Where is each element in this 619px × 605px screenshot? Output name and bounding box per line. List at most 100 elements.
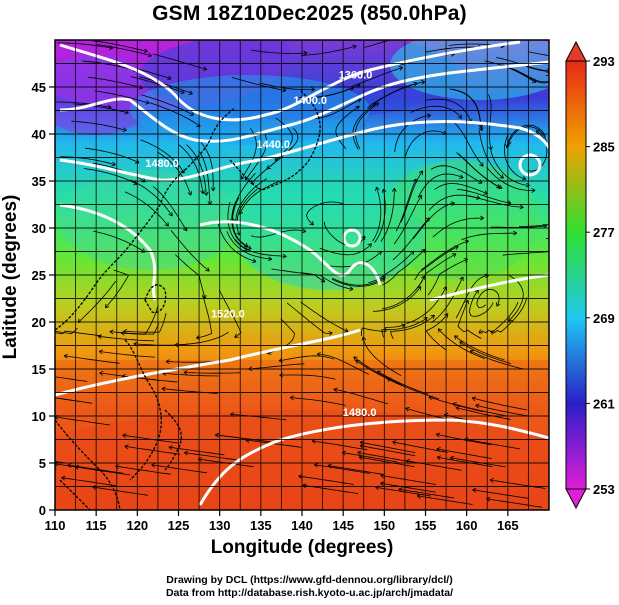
x-tick-label: 155 — [415, 518, 437, 533]
streamline-arrow — [479, 162, 484, 167]
streamline — [406, 286, 447, 324]
streamline-arrow — [519, 204, 524, 210]
streamline — [197, 138, 214, 191]
streamline — [301, 45, 357, 56]
streamline — [300, 272, 354, 290]
streamline-arrow — [454, 335, 459, 340]
streamline-arrow — [374, 102, 380, 107]
streamline — [55, 376, 88, 382]
x-tick-label: 160 — [456, 518, 478, 533]
cyclone-center-contour — [342, 228, 362, 248]
streamline — [55, 101, 112, 108]
streamline — [149, 102, 201, 127]
contour-line — [59, 120, 549, 182]
streamline-arrow — [161, 386, 166, 392]
streamline-arrow — [63, 353, 68, 359]
streamline-arrow — [471, 396, 477, 402]
colorbar-tick-label: 277 — [593, 225, 615, 240]
streamline — [342, 452, 398, 463]
streamline — [124, 191, 169, 227]
streamline-arrow — [289, 395, 294, 401]
streamline-arrow — [214, 432, 220, 438]
streamline — [350, 67, 403, 88]
streamline — [502, 64, 549, 83]
streamline — [298, 475, 354, 485]
borneo-coast — [55, 419, 121, 510]
streamline — [432, 217, 484, 238]
streamline — [475, 404, 531, 417]
streamline-arrow — [165, 359, 170, 365]
streamline-arrow — [268, 256, 273, 262]
streamline — [455, 275, 489, 319]
streamline-arrow — [598, 69, 601, 73]
streamline-arrow — [151, 462, 156, 468]
streamline-arrow — [145, 100, 150, 105]
streamline — [406, 460, 462, 471]
streamline-arrow — [202, 66, 208, 71]
streamline — [87, 76, 143, 89]
streamline-arrow — [109, 329, 114, 335]
streamline — [490, 297, 528, 334]
streamline — [456, 189, 512, 204]
streamline — [55, 397, 93, 404]
colorbar-bottom-arrow — [565, 488, 587, 510]
streamline-arrow — [359, 443, 364, 449]
streamline — [352, 103, 376, 150]
streamline-arrow — [97, 334, 102, 340]
streamline — [71, 120, 127, 131]
streamline — [186, 144, 207, 196]
streamline-arrow — [247, 245, 252, 250]
streamline — [286, 302, 333, 335]
credit-line-dcl: Drawing by DCL (https://www.gfd-dennou.o… — [166, 574, 453, 586]
y-tick-label: 25 — [32, 268, 46, 283]
streamline — [490, 225, 547, 228]
x-tick-label: 120 — [126, 518, 148, 533]
streamline — [230, 413, 287, 421]
streamline-arrow — [451, 253, 457, 258]
streamline-arrow — [420, 275, 426, 281]
streamline — [502, 251, 549, 256]
streamline — [83, 168, 138, 185]
streamline-arrow — [475, 195, 481, 200]
streamline — [312, 440, 368, 451]
streamline — [426, 98, 472, 123]
streamline-arrow — [184, 450, 189, 456]
streamline-arrow — [352, 44, 357, 50]
streamline — [451, 120, 484, 167]
streamline-arrow — [26, 392, 30, 396]
streamline — [414, 245, 459, 281]
streamline — [372, 186, 382, 242]
streamline-arrow — [513, 230, 518, 236]
x-tick-label: 145 — [332, 518, 354, 533]
temperature-field — [55, 40, 549, 510]
streamline — [115, 465, 171, 475]
streamline-arrow — [498, 184, 503, 190]
x-axis-ticks: 110 115 120 125 130 135 140 145 150 155 160 165 — [45, 510, 519, 533]
streamline-arrow — [303, 50, 308, 56]
streamline-arrow — [0, 423, 4, 427]
streamline — [130, 179, 173, 217]
streamline — [464, 438, 520, 450]
streamline — [398, 488, 455, 499]
streamline — [317, 353, 369, 375]
streamline — [55, 416, 110, 426]
streamline-arrow — [496, 302, 501, 307]
streamline — [404, 130, 447, 159]
streamline — [389, 314, 435, 340]
streamline-arrow — [301, 228, 307, 234]
streamline-arrow — [490, 330, 495, 335]
streamline — [139, 76, 193, 95]
x-tick-label: 140 — [291, 518, 313, 533]
streamline — [427, 258, 468, 296]
streamline — [55, 472, 56, 473]
streamline-arrow — [98, 349, 104, 355]
streamline — [417, 495, 473, 505]
streamline — [174, 254, 206, 299]
geopotential-contours — [55, 40, 549, 506]
streamline — [472, 489, 528, 499]
streamline-arrow — [328, 331, 333, 336]
contour-label: 1440.0 — [256, 139, 290, 151]
contour-labels: 1360.0 1400.0 1440.0 1480.0 1520.0 1480.0 — [145, 70, 376, 419]
streamline-arrow — [496, 183, 501, 189]
